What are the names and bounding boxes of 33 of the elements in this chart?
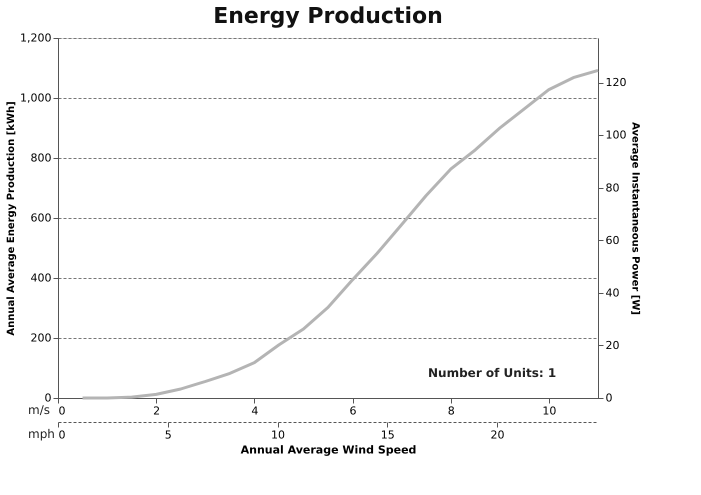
y-tick-label: 1,000 (20, 92, 52, 104)
y2-tick-label: 20 (606, 338, 620, 352)
y2-tick-label: 100 (606, 128, 626, 142)
annotation: Number of Units: 1 (428, 366, 556, 380)
y-tick-label: 600 (30, 212, 52, 224)
x-tick-label: 8 (448, 404, 455, 418)
y2-tick-label: 60 (606, 234, 620, 247)
x-tick-label: 0 (58, 404, 66, 418)
y-tick-label: 0 (44, 392, 52, 404)
y2-axis-title: Average Instantaneous Power [W] (629, 122, 640, 315)
text: m/s (28, 403, 50, 417)
y2-tick-label: 0 (606, 392, 612, 404)
x2-tick-label: 15 (380, 428, 395, 442)
y-tick-label: 200 (30, 332, 52, 344)
line-series (81, 68, 600, 400)
x-tick-label: 4 (251, 404, 258, 418)
y2-tick-label: 40 (606, 286, 620, 300)
chart-title: Energy Production (213, 4, 443, 29)
y2-tick-label: 120 (606, 76, 626, 90)
x2-tick-label: 20 (490, 428, 505, 442)
x-tick-label: 10 (542, 404, 556, 418)
x2-tick-label: 10 (271, 428, 286, 442)
x-tick-label: 6 (350, 404, 357, 418)
y-axis-title: Annual Average Energy Production [kWh] (6, 101, 18, 336)
x2-tick-label: 0 (58, 428, 66, 442)
y-tick-label: 400 (30, 272, 52, 284)
y-tick-label: 1,200 (20, 32, 52, 44)
x-axis-title: Annual Average Wind Speed (240, 444, 416, 456)
y2-tick-label: 80 (606, 181, 620, 194)
x2-tick-label: 5 (164, 428, 172, 442)
x-tick-label: 2 (153, 404, 160, 418)
y-tick-label: 800 (30, 152, 52, 164)
text: mph (28, 427, 55, 441)
